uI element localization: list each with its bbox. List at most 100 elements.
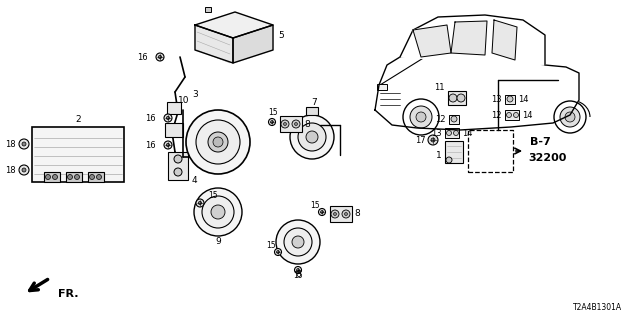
Circle shape	[428, 135, 438, 145]
Text: 18: 18	[5, 165, 16, 174]
Bar	[445, 141, 463, 163]
Polygon shape	[233, 25, 273, 63]
Text: 10: 10	[178, 95, 189, 105]
Text: 3: 3	[192, 90, 198, 99]
Circle shape	[333, 212, 337, 215]
Circle shape	[208, 132, 228, 152]
Circle shape	[186, 110, 250, 174]
Circle shape	[22, 168, 26, 172]
Circle shape	[166, 143, 170, 147]
Text: 11: 11	[435, 83, 445, 92]
Text: 15: 15	[266, 242, 276, 251]
Text: 13: 13	[431, 129, 442, 138]
Text: 16: 16	[138, 52, 148, 61]
Bar	[165, 123, 183, 137]
Circle shape	[211, 205, 225, 219]
Circle shape	[271, 121, 273, 124]
Bar	[447, 18, 492, 30]
Text: 15: 15	[208, 190, 218, 199]
Polygon shape	[451, 21, 487, 55]
Text: B-7: B-7	[530, 137, 551, 147]
Circle shape	[196, 120, 240, 164]
Circle shape	[457, 94, 465, 102]
Circle shape	[284, 123, 287, 125]
Text: 16: 16	[145, 114, 156, 123]
Text: FR.: FR.	[58, 289, 79, 299]
Bar	[330, 206, 352, 222]
Circle shape	[431, 138, 435, 142]
Circle shape	[74, 174, 79, 180]
Text: 32200: 32200	[528, 153, 566, 163]
Text: 1: 1	[436, 150, 442, 159]
Circle shape	[403, 99, 439, 135]
Circle shape	[174, 168, 182, 176]
Text: 15: 15	[310, 201, 320, 210]
Circle shape	[90, 174, 95, 180]
Circle shape	[159, 55, 162, 59]
Bar	[168, 152, 188, 180]
Polygon shape	[413, 25, 451, 57]
Circle shape	[507, 96, 513, 102]
Circle shape	[298, 123, 326, 151]
Bar	[505, 110, 519, 120]
Circle shape	[454, 131, 458, 135]
Circle shape	[321, 211, 323, 213]
Bar	[205, 7, 211, 12]
Circle shape	[164, 141, 172, 149]
Text: 14: 14	[462, 129, 472, 138]
Circle shape	[410, 106, 432, 128]
Circle shape	[342, 210, 350, 218]
Circle shape	[449, 94, 457, 102]
Polygon shape	[375, 53, 579, 130]
Circle shape	[344, 212, 348, 215]
Circle shape	[166, 116, 170, 120]
Circle shape	[292, 120, 300, 128]
Circle shape	[198, 201, 202, 204]
Bar	[66, 172, 82, 182]
Circle shape	[276, 220, 320, 264]
Bar	[88, 172, 104, 182]
Circle shape	[156, 53, 164, 61]
Circle shape	[513, 113, 518, 117]
Bar	[505, 95, 515, 104]
Text: 6: 6	[295, 270, 301, 279]
Polygon shape	[492, 20, 517, 60]
Polygon shape	[195, 25, 233, 63]
Bar	[448, 91, 466, 105]
Text: 14: 14	[522, 110, 532, 119]
Circle shape	[275, 249, 282, 255]
Circle shape	[174, 155, 182, 163]
Bar	[306, 107, 318, 115]
Bar	[449, 115, 459, 124]
Text: 8: 8	[354, 210, 360, 219]
Circle shape	[306, 131, 318, 143]
Bar	[44, 172, 60, 182]
Circle shape	[284, 228, 312, 256]
Circle shape	[19, 139, 29, 149]
Circle shape	[202, 196, 234, 228]
Polygon shape	[195, 12, 273, 38]
Circle shape	[447, 131, 451, 135]
Circle shape	[22, 142, 26, 146]
Text: 2: 2	[75, 115, 81, 124]
Circle shape	[281, 120, 289, 128]
Text: 18: 18	[5, 140, 16, 148]
Text: 8: 8	[304, 119, 310, 129]
Text: 12: 12	[492, 110, 502, 119]
Text: T2A4B1301A: T2A4B1301A	[573, 303, 622, 312]
Circle shape	[565, 112, 575, 122]
Circle shape	[560, 107, 580, 127]
Text: 5: 5	[278, 30, 284, 39]
Text: 12: 12	[435, 115, 446, 124]
Text: 16: 16	[145, 140, 156, 149]
Bar	[377, 84, 387, 90]
Circle shape	[319, 209, 326, 215]
Bar	[280, 116, 302, 132]
Text: 9: 9	[215, 237, 221, 246]
Circle shape	[506, 113, 511, 117]
Circle shape	[67, 174, 72, 180]
Circle shape	[451, 116, 457, 122]
Circle shape	[554, 101, 586, 133]
Polygon shape	[400, 15, 545, 65]
Text: 14: 14	[518, 94, 529, 103]
